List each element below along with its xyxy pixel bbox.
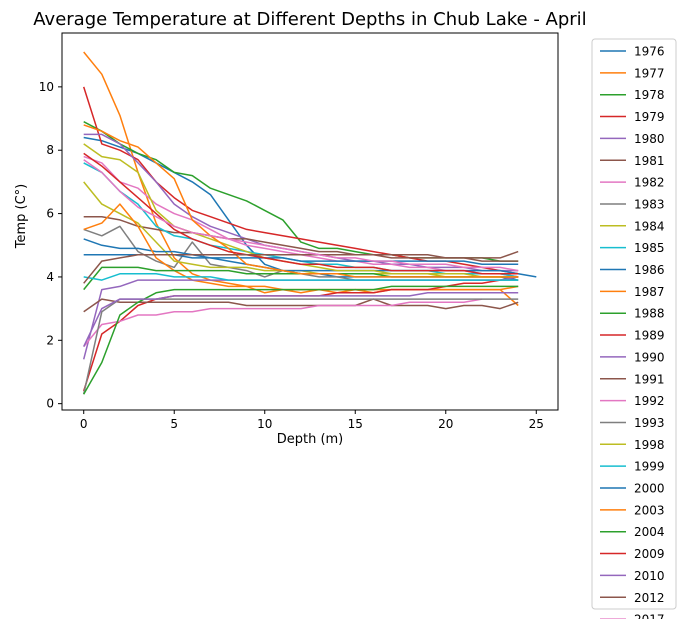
- series-line-2003: [83, 124, 519, 278]
- series-line-1993: [82, 298, 519, 395]
- legend-label-1979: 1979: [634, 110, 665, 124]
- legend-label-1989: 1989: [634, 329, 665, 343]
- series-line-1987: [83, 203, 519, 294]
- legend-label-2003: 2003: [634, 503, 665, 517]
- x-axis-label: Depth (m): [277, 432, 344, 447]
- x-axis-ticks: 0 5 10 15 20 25: [80, 410, 544, 431]
- legend-label-1982: 1982: [634, 176, 665, 190]
- y-tick-label: 0: [46, 397, 54, 411]
- x-tick-label: 25: [529, 417, 544, 431]
- legend-label-2017: 2017: [634, 613, 665, 619]
- legend-label-1981: 1981: [634, 154, 665, 168]
- x-tick-label: 5: [170, 417, 178, 431]
- chart-title: Average Temperature at Different Depths …: [33, 9, 586, 30]
- series-line-1978: [83, 121, 519, 262]
- legend-label-1990: 1990: [634, 350, 665, 364]
- y-tick-label: 2: [46, 333, 54, 347]
- x-tick-label: 20: [438, 417, 453, 431]
- series-line-1989: [82, 276, 519, 392]
- legend-label-1980: 1980: [634, 132, 665, 146]
- legend-frame: [591, 38, 677, 610]
- legend-label-2010: 2010: [634, 569, 665, 583]
- series-line-2010: [83, 292, 519, 347]
- legend-label-1998: 1998: [634, 438, 665, 452]
- series-line-1992: [83, 298, 483, 348]
- legend-label-1977: 1977: [634, 66, 665, 80]
- legend-label-1986: 1986: [634, 263, 665, 277]
- series-line-1985: [83, 162, 519, 278]
- series-line-2009: [83, 152, 519, 275]
- legend-items: 1976 1977 1978 1979 1980 1981 1982 1983 1984 1985…: [600, 45, 665, 619]
- series-line-1976: [83, 136, 519, 281]
- legend-label-2009: 2009: [634, 547, 665, 561]
- legend-label-2004: 2004: [634, 525, 665, 539]
- legend-label-1992: 1992: [634, 394, 665, 408]
- y-axis-label: Temp (C°): [14, 184, 29, 250]
- series-line-2017: [83, 159, 519, 272]
- legend-label-1987: 1987: [634, 285, 665, 299]
- legend-label-1985: 1985: [634, 241, 665, 255]
- y-tick-label: 10: [39, 80, 54, 94]
- legend-label-1988: 1988: [634, 307, 665, 321]
- axes-frame: [61, 32, 559, 411]
- series-line-2004: [83, 285, 519, 395]
- x-tick-label: 15: [348, 417, 363, 431]
- legend-label-1983: 1983: [634, 197, 665, 211]
- y-tick-label: 8: [46, 143, 54, 157]
- y-axis-ticks: 0 2 4 6 8 10: [39, 80, 62, 411]
- y-tick-label: 4: [46, 270, 54, 284]
- series-line-1991: [83, 298, 519, 313]
- legend-label-1993: 1993: [634, 416, 665, 430]
- series-line-2012: [83, 250, 519, 284]
- legend-label-1999: 1999: [634, 460, 665, 474]
- legend-label-1991: 1991: [634, 372, 665, 386]
- legend-label-1976: 1976: [634, 45, 665, 59]
- plot-lines: [82, 51, 537, 395]
- legend-label-2000: 2000: [634, 482, 665, 496]
- legend-label-1984: 1984: [634, 219, 665, 233]
- y-tick-label: 6: [46, 207, 54, 221]
- legend-label-1978: 1978: [634, 88, 665, 102]
- legend-label-2012: 2012: [634, 591, 665, 605]
- x-tick-label: 10: [257, 417, 272, 431]
- x-tick-label: 0: [80, 417, 88, 431]
- series-line-1999: [83, 273, 519, 281]
- legend: 1976 1977 1978 1979 1980 1981 1982 1983 1984 1985…: [591, 38, 677, 619]
